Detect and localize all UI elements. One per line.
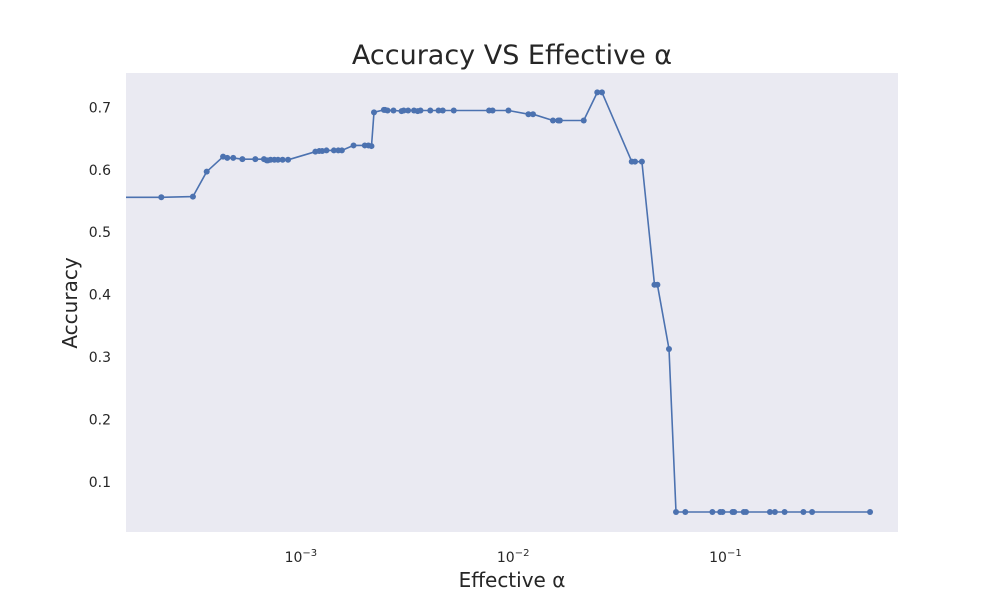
data-point [338,147,345,154]
data-point [450,107,457,114]
data-point [384,107,391,114]
data-point [350,142,357,149]
data-point [709,509,716,516]
y-axis-ticks: 0.1 0.2 0.3 0.4 0.5 0.6 0.7 [89,100,111,491]
y-tick-label: 0.6 [89,163,111,179]
data-point [274,156,281,163]
data-point [632,158,639,165]
data-point [719,509,726,516]
data-point [285,156,292,163]
data-point [230,154,237,161]
x-tick-label: 10−2 [497,548,530,566]
data-point [549,117,556,124]
data-point [867,509,874,516]
data-point [673,509,680,516]
data-point [435,107,442,114]
y-tick-label: 0.4 [89,288,111,304]
data-point [771,509,778,516]
data-point [665,346,672,353]
data-point [781,509,788,516]
data-point [417,107,424,114]
data-point [189,193,196,200]
y-tick-label: 0.1 [89,475,111,491]
y-tick-label: 0.2 [89,413,111,429]
y-tick-label: 0.3 [89,350,111,366]
data-point [638,158,645,165]
plot-area [126,73,898,532]
data-point [370,109,377,116]
data-point [800,509,807,516]
data-point [439,107,446,114]
data-point [682,509,689,516]
x-tick-label: 10−3 [285,548,318,566]
series-group [126,89,874,516]
data-point [594,89,601,96]
chart-title: Accuracy VS Effective α [352,40,672,71]
y-axis-label: Accuracy [58,257,82,348]
data-point [427,107,434,114]
data-point [400,107,407,114]
data-point [743,509,750,516]
data-point [323,147,330,154]
data-point [529,111,536,118]
data-point [654,281,661,288]
data-point [330,147,337,154]
data-point [556,117,563,124]
data-point [405,107,412,114]
data-point [368,143,375,150]
x-axis-label: Effective α [459,568,566,592]
data-point [279,156,286,163]
data-point [239,156,246,163]
data-point [505,107,512,114]
y-tick-label: 0.7 [89,100,111,116]
x-axis-ticks: 10−3 10−2 10−1 [285,548,742,566]
x-tick-label: 10−1 [709,548,742,566]
data-point [203,168,210,175]
data-point [809,509,816,516]
data-point [489,107,496,114]
data-point [390,107,397,114]
y-tick-label: 0.5 [89,225,111,241]
data-point [731,509,738,516]
data-point [766,509,773,516]
data-point [580,117,587,124]
data-point [224,154,231,161]
data-point [525,111,532,118]
data-point [158,194,165,201]
data-point [598,89,605,96]
data-point [252,156,259,163]
